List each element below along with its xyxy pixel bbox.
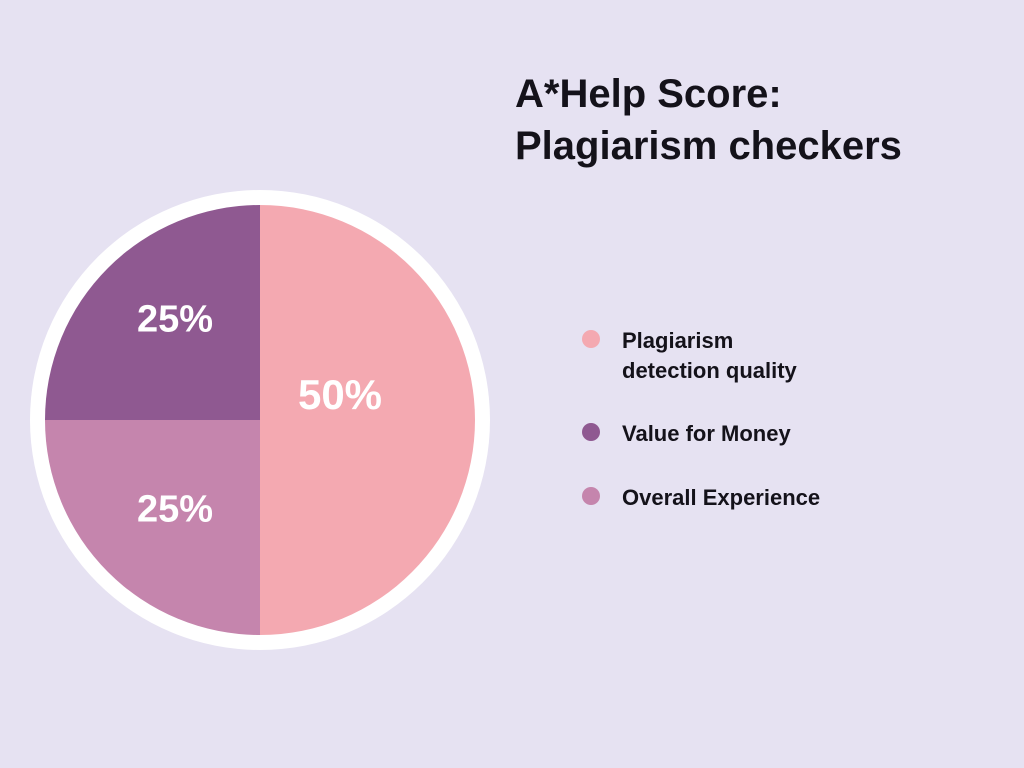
title-line-1: A*Help Score: — [515, 68, 902, 120]
slice-label-0: 50% — [298, 371, 382, 419]
title-line-2: Plagiarism checkers — [515, 120, 902, 172]
legend-dot-2 — [582, 487, 600, 505]
pie-chart — [45, 205, 475, 635]
legend-item-0: Plagiarism detection quality — [582, 326, 820, 385]
slice-label-1: 25% — [137, 489, 213, 532]
pie-outer-ring — [30, 190, 490, 650]
legend-text-0: Plagiarism detection quality — [622, 326, 797, 385]
slice-label-2: 25% — [137, 299, 213, 342]
legend-dot-0 — [582, 330, 600, 348]
legend-text-2: Overall Experience — [622, 483, 820, 513]
legend-text-1: Value for Money — [622, 419, 791, 449]
chart-title: A*Help Score: Plagiarism checkers — [515, 68, 902, 172]
legend-item-2: Overall Experience — [582, 483, 820, 513]
infographic-canvas: 50% 25% 25% A*Help Score: Plagiarism che… — [0, 0, 1024, 768]
legend: Plagiarism detection quality Value for M… — [582, 326, 820, 547]
legend-item-1: Value for Money — [582, 419, 820, 449]
legend-dot-1 — [582, 423, 600, 441]
pie-chart-container: 50% 25% 25% — [30, 190, 490, 650]
